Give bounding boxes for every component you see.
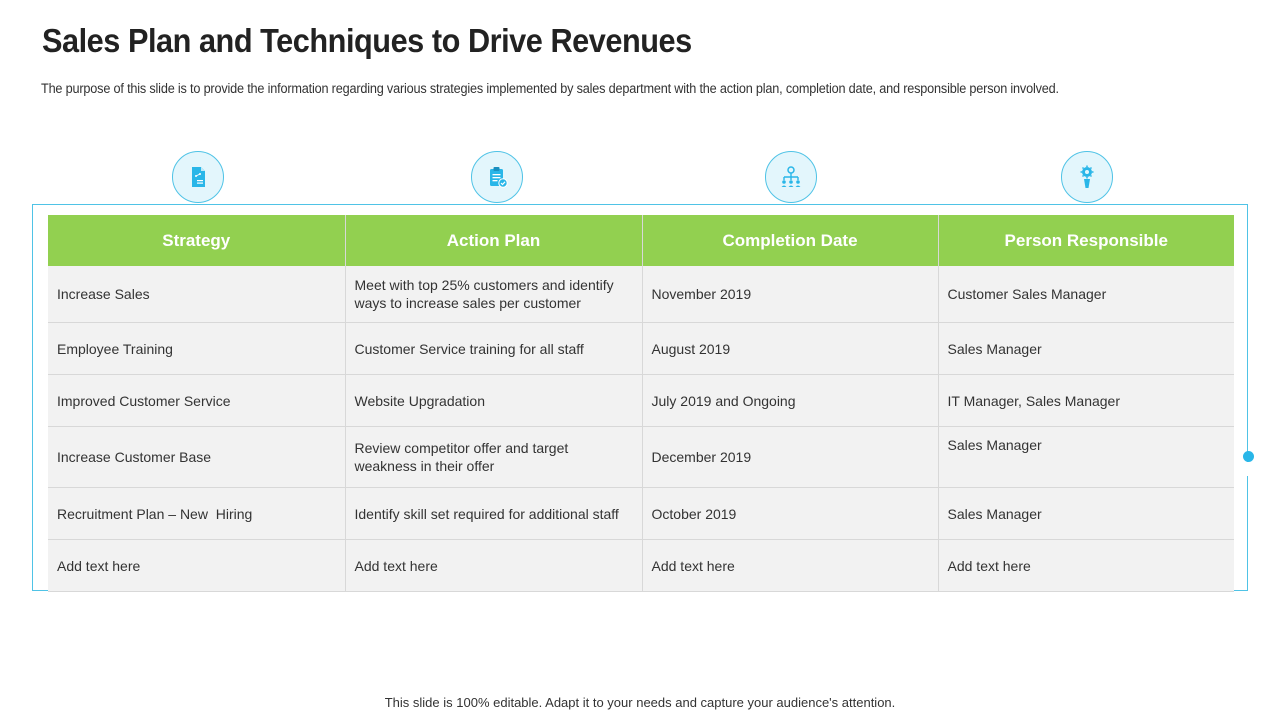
table-header-row: Strategy Action Plan Completion Date Per… xyxy=(48,215,1234,266)
table-row: Recruitment Plan – New Hiring Identify s… xyxy=(48,487,1234,540)
action-plan-cell: Meet with top 25% customers and identify… xyxy=(345,266,643,323)
action-plan-cell: Website Upgradation xyxy=(345,374,643,427)
table-row: Increase Customer Base Review competitor… xyxy=(48,426,1234,488)
table-row: Add text here Add text here Add text her… xyxy=(48,539,1234,592)
strategy-cell: Add text here xyxy=(48,539,346,592)
action-plan-cell: Add text here xyxy=(345,539,643,592)
table-row: Improved Customer Service Website Upgrad… xyxy=(48,374,1234,427)
person-responsible-cell: Customer Sales Manager xyxy=(938,266,1234,323)
table-row: Employee Training Customer Service train… xyxy=(48,322,1234,375)
frame-connector-dot xyxy=(1243,451,1254,462)
completion-date-cell: Add text here xyxy=(642,539,939,592)
strategy-cell: Increase Customer Base xyxy=(48,426,346,488)
footer-note: This slide is 100% editable. Adapt it to… xyxy=(384,695,896,710)
person-gear-icon xyxy=(1080,165,1094,188)
completion-date-cell: November 2019 xyxy=(642,266,939,323)
sales-plan-table: Strategy Action Plan Completion Date Per… xyxy=(48,215,1234,592)
completion-date-cell: August 2019 xyxy=(642,322,939,375)
action-plan-cell: Identify skill set required for addition… xyxy=(345,487,643,540)
action-plan-cell: Review competitor offer and target weakn… xyxy=(345,426,643,488)
person-responsible-cell: Sales Manager xyxy=(938,322,1234,375)
strategy-cell: Employee Training xyxy=(48,322,346,375)
person-responsible-cell: IT Manager, Sales Manager xyxy=(938,374,1234,427)
slide-title: Sales Plan and Techniques to Drive Reven… xyxy=(42,22,692,59)
person-responsible-cell: Add text here xyxy=(938,539,1234,592)
table-row: Increase Sales Meet with top 25% custome… xyxy=(48,266,1234,323)
document-icon xyxy=(192,167,205,187)
org-chart-icon xyxy=(781,166,801,187)
header-strategy: Strategy xyxy=(48,215,346,266)
header-action-plan: Action Plan xyxy=(345,215,643,266)
person-responsible-cell: Sales Manager xyxy=(938,487,1234,540)
action-plan-icon-circle xyxy=(471,151,523,203)
frame-gap xyxy=(1236,462,1252,476)
person-responsible-cell: Sales Manager xyxy=(938,426,1234,488)
strategy-cell: Increase Sales xyxy=(48,266,346,323)
slide-subtitle: The purpose of this slide is to provide … xyxy=(41,81,1059,96)
strategy-cell: Recruitment Plan – New Hiring xyxy=(48,487,346,540)
completion-date-cell: October 2019 xyxy=(642,487,939,540)
header-person-responsible: Person Responsible xyxy=(938,215,1234,266)
strategy-icon-circle xyxy=(172,151,224,203)
person-responsible-icon-circle xyxy=(1061,151,1113,203)
completion-date-cell: December 2019 xyxy=(642,426,939,488)
completion-date-cell: July 2019 and Ongoing xyxy=(642,374,939,427)
header-completion-date: Completion Date xyxy=(642,215,939,266)
clipboard-check-icon xyxy=(490,167,508,188)
action-plan-cell: Customer Service training for all staff xyxy=(345,322,643,375)
completion-date-icon-circle xyxy=(765,151,817,203)
strategy-cell: Improved Customer Service xyxy=(48,374,346,427)
